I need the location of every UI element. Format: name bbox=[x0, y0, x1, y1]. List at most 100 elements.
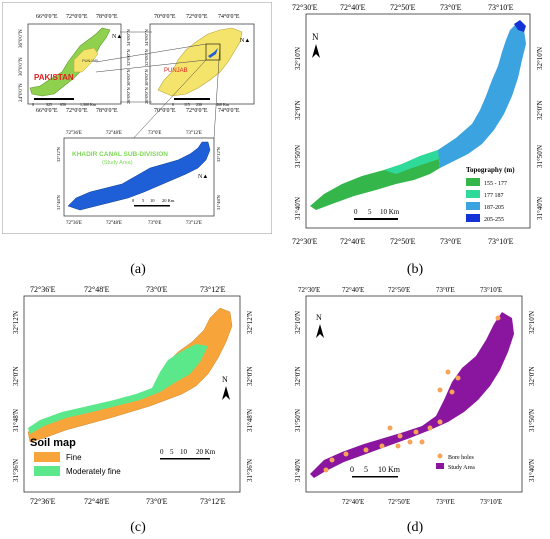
lat-tick: 32°10'N bbox=[294, 311, 302, 334]
scale-label: 230 bbox=[196, 102, 202, 107]
bore-hole-point bbox=[455, 375, 461, 381]
caption-c: (c) bbox=[130, 520, 146, 535]
soil-legend: Soil map Fine Moderately fine bbox=[30, 437, 121, 476]
scale-label: 0 bbox=[172, 102, 174, 107]
panel-c-svg: 72°36'E 72°48'E 73°0'E 73°12'E 72°36'E 7… bbox=[12, 285, 254, 506]
legend-label: Fine bbox=[66, 453, 82, 462]
panel-d-svg: 72°30'E 72°40'E 72°50'E 73°0'E 73°10'E 7… bbox=[294, 286, 536, 506]
lon-tick: 72°36'E bbox=[30, 497, 56, 506]
panel-b: 72°30'E 72°40'E 72°50'E 73°0'E 73°10'E 7… bbox=[280, 0, 550, 250]
lon-tick: 72°50'E bbox=[388, 498, 410, 506]
lon-tick: 72°50'E bbox=[388, 286, 410, 294]
study-lon-tick: 72°48'E bbox=[106, 221, 122, 226]
pakistan-lat-tick: 24°0'0"N bbox=[19, 83, 24, 102]
punjab-lat-tick: 30°0'0"N bbox=[126, 69, 131, 86]
lon-tick: 72°40'E bbox=[340, 237, 366, 246]
pakistan-shape bbox=[29, 27, 111, 97]
lon-tick: 73°0'E bbox=[146, 497, 168, 506]
lat-tick: 32°0'N bbox=[294, 366, 302, 386]
topo-high-zone bbox=[438, 24, 526, 168]
lon-tick: 72°48'E bbox=[84, 285, 110, 294]
bore-hole-point bbox=[395, 443, 401, 449]
legend-swatch bbox=[34, 466, 60, 476]
legend-label: 205-255 bbox=[484, 217, 504, 223]
lon-tick: 73°10'E bbox=[488, 3, 514, 12]
legend-swatch bbox=[436, 463, 444, 469]
lat-tick: 31°48'N bbox=[12, 409, 20, 432]
scale-label: 0 bbox=[350, 465, 354, 474]
bore-hole-point bbox=[419, 439, 425, 445]
pakistan-lon-tick: 66°0'0"E bbox=[36, 107, 58, 114]
lon-tick: 73°0'E bbox=[436, 286, 455, 294]
scale-label: 10 Km bbox=[380, 208, 400, 216]
bore-hole-point bbox=[387, 425, 393, 431]
lon-tick: 73°10'E bbox=[480, 286, 502, 294]
panel-b-svg: 72°30'E 72°40'E 72°50'E 73°0'E 73°10'E 7… bbox=[292, 3, 544, 246]
scale-bar: 0 5 10 Km bbox=[354, 208, 400, 220]
legend-label: 187-205 bbox=[484, 205, 504, 211]
bore-legend: Bore holes Study Area bbox=[436, 453, 475, 471]
north-arrow-icon: N bbox=[312, 32, 319, 42]
punjab-lon-tick: 72°0'0"E bbox=[186, 13, 208, 20]
lat-tick: 32°12'N bbox=[12, 311, 20, 334]
lat-tick: 31°36'N bbox=[246, 459, 254, 482]
lat-tick: 31°50'N bbox=[536, 145, 544, 168]
punjab-lat-tick: 34°0'0"N bbox=[126, 29, 131, 46]
scale-label: 325 bbox=[46, 102, 52, 107]
bore-hole-point bbox=[363, 447, 369, 453]
study-lon-tick: 73°12'E bbox=[186, 221, 202, 226]
lon-tick: 73°0'E bbox=[146, 285, 168, 294]
scale-label: 115 bbox=[184, 102, 190, 107]
lat-tick: 32°0'N bbox=[528, 366, 536, 386]
punjab-lon-tick: 74°0'0"E bbox=[218, 13, 240, 20]
study-area-shape bbox=[67, 141, 211, 211]
scale-label: 5 bbox=[364, 465, 368, 474]
lon-tick: 73°12'E bbox=[200, 497, 226, 506]
scale-label: 0 bbox=[32, 102, 34, 107]
lat-tick: 31°50'N bbox=[294, 145, 302, 168]
legend-label: Study Area bbox=[448, 465, 475, 471]
scale-label: 20 Km bbox=[162, 198, 175, 203]
panel-a-svg: 66°0'0"E 72°0'0"E 78°0'0"E 66°0'0"E 72°0… bbox=[1, 1, 273, 235]
legend-label: 177 187 bbox=[484, 193, 504, 199]
bore-hole-point bbox=[379, 443, 385, 449]
north-arrow-icon bbox=[312, 44, 320, 58]
scale-label: 20 Km bbox=[196, 448, 216, 456]
punjab-lat-tick: 32°0'0"N bbox=[144, 49, 149, 66]
punjab-lat-tick: 28°0'0"N bbox=[126, 87, 131, 104]
lat-tick: 31°40'N bbox=[528, 459, 536, 482]
bore-hole-point bbox=[343, 451, 349, 457]
lon-tick: 72°30'E bbox=[292, 3, 318, 12]
pakistan-lat-tick: 36°0'0"N bbox=[19, 29, 24, 48]
bore-hole-point bbox=[329, 457, 335, 463]
bore-hole-point bbox=[413, 429, 419, 435]
lat-tick: 32°0'N bbox=[536, 100, 544, 120]
lat-tick: 31°48'N bbox=[246, 409, 254, 432]
scale-label: 650 bbox=[60, 102, 66, 107]
panel-d: 72°30'E 72°40'E 72°50'E 73°0'E 73°10'E 7… bbox=[280, 282, 550, 514]
pakistan-scale-bar: 0 325 650 1,300 Km bbox=[32, 98, 97, 108]
lat-tick: 31°50'N bbox=[294, 409, 302, 432]
lon-tick: 72°40'E bbox=[342, 286, 364, 294]
pakistan-map: 66°0'0"E 72°0'0"E 78°0'0"E 66°0'0"E 72°0… bbox=[19, 13, 122, 114]
scale-bar: 0 5 10 20 Km bbox=[160, 448, 216, 460]
study-scale-bar: 0 5 10 20 Km bbox=[132, 198, 175, 207]
legend-swatch bbox=[466, 178, 480, 186]
study-lon-tick: 72°36'E bbox=[66, 131, 82, 136]
lat-tick: 31°40'N bbox=[294, 197, 302, 220]
scale-bar: 0 5 10 Km bbox=[350, 465, 401, 478]
bore-hole-point bbox=[427, 425, 433, 431]
scale-label: 5 bbox=[142, 198, 145, 203]
pakistan-lon-tick: 66°0'0"E bbox=[36, 13, 58, 20]
north-arrow-icon: N▲ bbox=[112, 34, 122, 40]
lon-tick: 72°30'E bbox=[298, 286, 320, 294]
punjab-lon-tick: 74°0'0"E bbox=[218, 107, 240, 114]
lon-tick: 72°50'E bbox=[390, 3, 416, 12]
scale-label: 0 bbox=[132, 198, 135, 203]
lat-tick: 31°36'N bbox=[12, 459, 20, 482]
study-area-box bbox=[205, 43, 221, 61]
lon-tick: 72°36'E bbox=[30, 285, 56, 294]
study-lon-tick: 73°0'E bbox=[148, 221, 161, 226]
study-lat-tick: 32°12'N bbox=[216, 146, 221, 162]
study-lat-tick: 32°12'N bbox=[56, 146, 61, 162]
